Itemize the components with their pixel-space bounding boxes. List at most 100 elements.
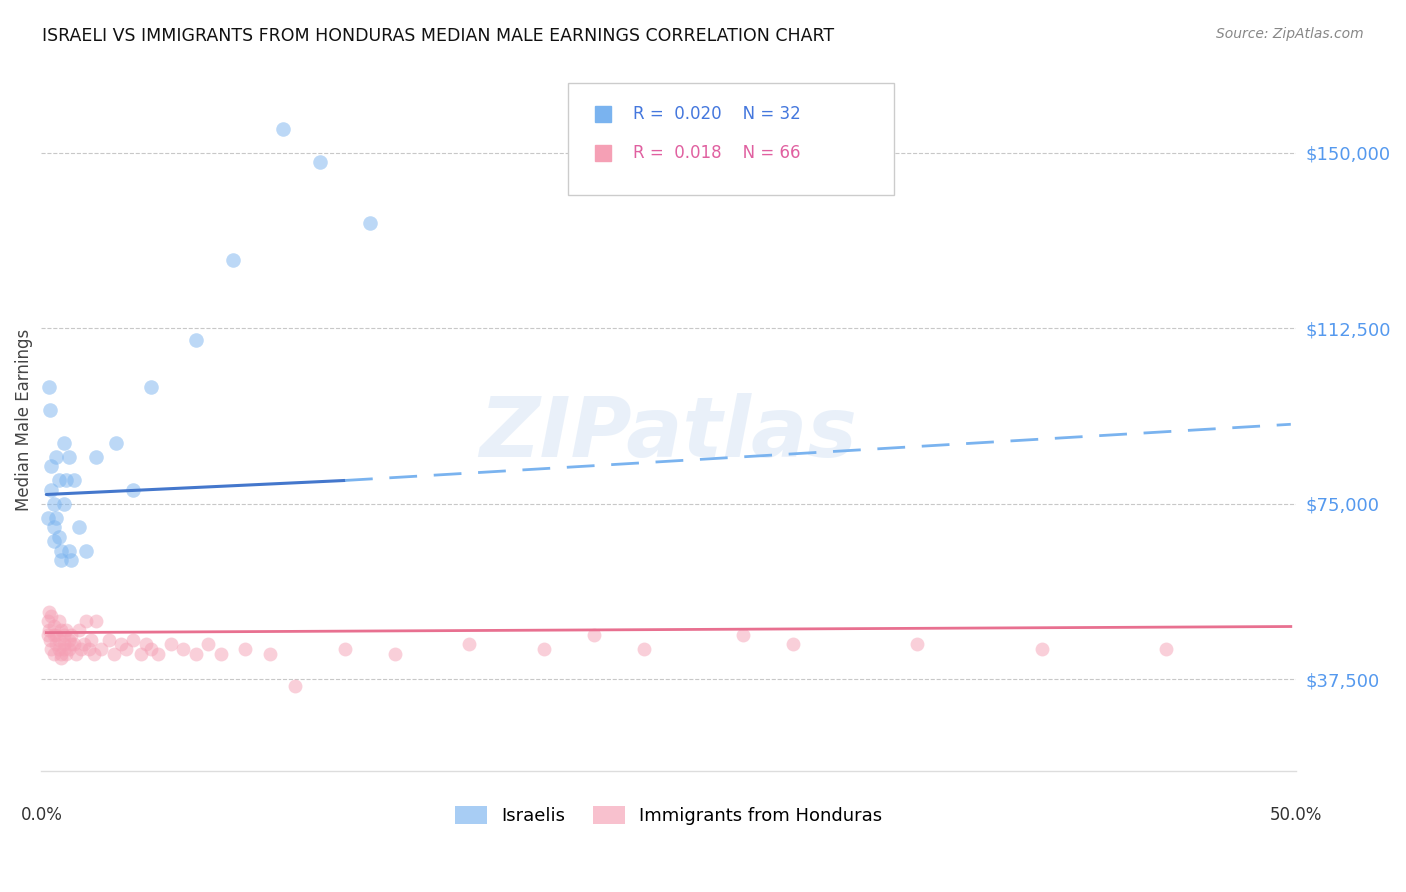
Point [37,628,59,642]
Point [184,333,207,347]
Point [80,632,103,647]
Point [83,647,105,661]
Point [284,680,307,694]
Point [52,642,75,657]
Point [51,651,73,665]
Point [159,637,181,651]
Point [37,614,59,628]
Point [58,642,80,657]
Point [135,637,157,651]
Point [52,637,75,651]
Point [55,624,77,638]
Text: 50.0%: 50.0% [1270,805,1322,824]
Point [907,637,929,651]
Point [42,497,65,511]
Point [70,642,93,657]
Point [62,637,84,651]
Point [60,628,83,642]
Point [45,450,67,464]
Point [42,647,65,661]
Point [90,642,112,657]
Point [48,474,70,488]
Legend: Israelis, Immigrants from Honduras: Israelis, Immigrants from Honduras [454,805,883,825]
Point [37,511,59,525]
Point [110,637,132,651]
Point [733,628,755,642]
Point [52,628,75,642]
Point [209,647,232,661]
Point [84,450,107,464]
Point [77,642,100,657]
Point [222,253,245,268]
Point [45,628,67,642]
Point [384,647,406,661]
Point [39,642,62,657]
Point [42,628,65,642]
Point [58,632,80,647]
Point [58,543,80,558]
Point [1156,642,1178,657]
Point [235,642,257,657]
Text: R =  0.020    N = 32: R = 0.020 N = 32 [634,105,801,123]
Point [42,534,65,549]
Point [359,216,381,230]
Point [458,637,481,651]
Point [39,483,62,497]
Point [139,642,162,657]
Point [582,628,605,642]
Point [309,155,332,169]
Text: 0.0%: 0.0% [21,805,62,824]
Point [48,530,70,544]
Point [67,624,90,638]
Point [38,380,60,394]
FancyBboxPatch shape [568,83,894,195]
Point [39,403,62,417]
Point [75,614,97,628]
Point [60,637,83,651]
Point [1031,642,1053,657]
Point [51,647,73,661]
Point [75,543,97,558]
Point [129,647,152,661]
Text: ZIPatlas: ZIPatlas [479,393,858,475]
Point [148,647,170,661]
Point [172,642,194,657]
Point [55,647,77,661]
Point [52,436,75,450]
Point [39,609,62,624]
Point [38,624,60,638]
Point [115,642,138,657]
Point [42,520,65,534]
Point [271,122,294,136]
Point [45,511,67,525]
Point [97,632,120,647]
Text: Source: ZipAtlas.com: Source: ZipAtlas.com [1216,27,1364,41]
Point [84,614,107,628]
Point [52,497,75,511]
Point [51,553,73,567]
Point [633,642,655,657]
Point [58,450,80,464]
Text: ISRAELI VS IMMIGRANTS FROM HONDURAS MEDIAN MALE EARNINGS CORRELATION CHART: ISRAELI VS IMMIGRANTS FROM HONDURAS MEDI… [42,27,834,45]
Y-axis label: Median Male Earnings: Median Male Earnings [15,328,32,511]
Point [48,642,70,657]
Point [55,474,77,488]
Point [48,614,70,628]
Point [60,553,83,567]
Point [184,647,207,661]
Point [533,642,555,657]
Point [782,637,804,651]
Point [259,647,281,661]
Point [42,618,65,632]
Point [62,474,84,488]
Point [65,647,87,661]
Point [48,632,70,647]
Point [103,647,125,661]
Point [39,632,62,647]
Point [122,632,145,647]
Point [39,459,62,474]
Point [72,637,94,651]
Point [45,637,67,651]
Text: R =  0.018    N = 66: R = 0.018 N = 66 [634,144,801,161]
Point [51,624,73,638]
